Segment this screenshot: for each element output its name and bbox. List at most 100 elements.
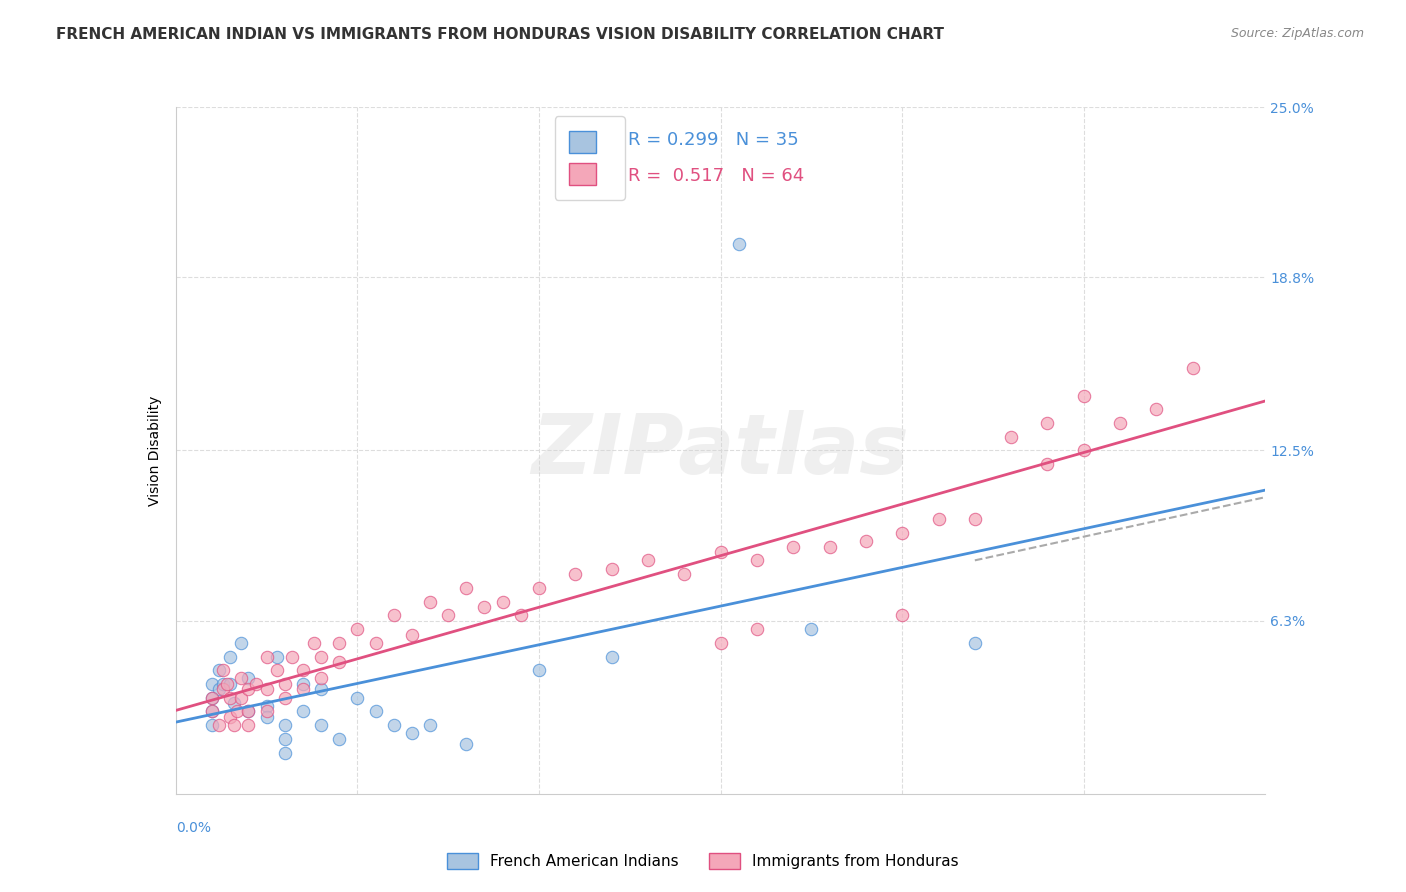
Point	[600, 561, 623, 575]
Point	[201, 690, 224, 705]
Point	[855, 534, 877, 549]
Point	[274, 718, 297, 732]
Point	[274, 731, 297, 746]
Point	[212, 677, 235, 691]
Point	[437, 608, 460, 623]
Point	[456, 738, 478, 752]
Point	[745, 622, 768, 636]
Point	[256, 649, 278, 664]
Point	[509, 608, 531, 623]
Point	[256, 698, 278, 713]
Point	[1036, 416, 1059, 430]
Point	[527, 581, 550, 595]
Point	[527, 663, 550, 677]
Point	[309, 672, 332, 686]
Point	[208, 663, 231, 677]
Text: Source: ZipAtlas.com: Source: ZipAtlas.com	[1230, 27, 1364, 40]
Point	[673, 567, 696, 582]
Point	[328, 731, 350, 746]
Point	[346, 622, 368, 636]
Point	[382, 718, 405, 732]
Point	[226, 705, 249, 719]
Point	[564, 567, 586, 582]
Point	[245, 677, 267, 691]
Point	[219, 649, 242, 664]
Point	[346, 690, 368, 705]
Point	[710, 636, 733, 650]
Point	[600, 649, 623, 664]
Point	[231, 672, 253, 686]
Point	[710, 545, 733, 559]
Point	[1109, 416, 1132, 430]
Point	[637, 553, 659, 567]
Point	[256, 682, 278, 697]
Point	[212, 682, 235, 697]
Point	[219, 710, 242, 724]
Text: FRENCH AMERICAN INDIAN VS IMMIGRANTS FROM HONDURAS VISION DISABILITY CORRELATION: FRENCH AMERICAN INDIAN VS IMMIGRANTS FRO…	[56, 27, 945, 42]
Point	[364, 705, 387, 719]
Point	[222, 696, 245, 710]
Point	[309, 718, 332, 732]
Point	[281, 649, 304, 664]
Point	[782, 540, 804, 554]
Point	[1146, 402, 1168, 417]
Point	[266, 663, 288, 677]
Point	[291, 663, 314, 677]
Point	[474, 600, 496, 615]
Point	[364, 636, 387, 650]
Point	[291, 677, 314, 691]
Point	[256, 705, 278, 719]
Point	[309, 649, 332, 664]
Point	[201, 705, 224, 719]
Point	[231, 690, 253, 705]
Point	[419, 594, 441, 608]
Point	[238, 682, 260, 697]
Point	[238, 705, 260, 719]
Point	[208, 682, 231, 697]
Point	[492, 594, 515, 608]
Point	[201, 705, 224, 719]
Point	[201, 690, 224, 705]
Point	[727, 237, 749, 252]
Point	[291, 682, 314, 697]
Point	[745, 553, 768, 567]
Point	[201, 677, 224, 691]
Point	[963, 512, 986, 526]
Point	[222, 718, 245, 732]
Text: R =  0.517   N = 64: R = 0.517 N = 64	[628, 168, 804, 186]
Text: 0.0%: 0.0%	[176, 822, 211, 835]
Point	[215, 677, 238, 691]
Point	[1073, 443, 1095, 458]
Point	[208, 718, 231, 732]
Point	[219, 690, 242, 705]
Point	[328, 655, 350, 669]
Point	[818, 540, 841, 554]
Point	[309, 682, 332, 697]
Point	[1181, 361, 1204, 376]
Point	[963, 636, 986, 650]
Point	[401, 627, 423, 641]
Point	[238, 718, 260, 732]
Point	[1036, 457, 1059, 471]
Point	[891, 608, 914, 623]
Point	[274, 746, 297, 760]
Point	[274, 677, 297, 691]
Point	[266, 649, 288, 664]
Text: ZIPatlas: ZIPatlas	[531, 410, 910, 491]
Point	[328, 636, 350, 650]
Point	[274, 690, 297, 705]
Point	[1073, 388, 1095, 402]
Point	[891, 525, 914, 540]
Point	[800, 622, 823, 636]
Text: R = 0.299   N = 35: R = 0.299 N = 35	[628, 131, 799, 149]
Legend: French American Indians, Immigrants from Honduras: French American Indians, Immigrants from…	[441, 847, 965, 875]
Point	[456, 581, 478, 595]
Point	[256, 710, 278, 724]
Point	[231, 636, 253, 650]
Point	[419, 718, 441, 732]
Point	[401, 726, 423, 740]
Point	[219, 677, 242, 691]
Point	[928, 512, 950, 526]
Point	[382, 608, 405, 623]
Point	[238, 672, 260, 686]
